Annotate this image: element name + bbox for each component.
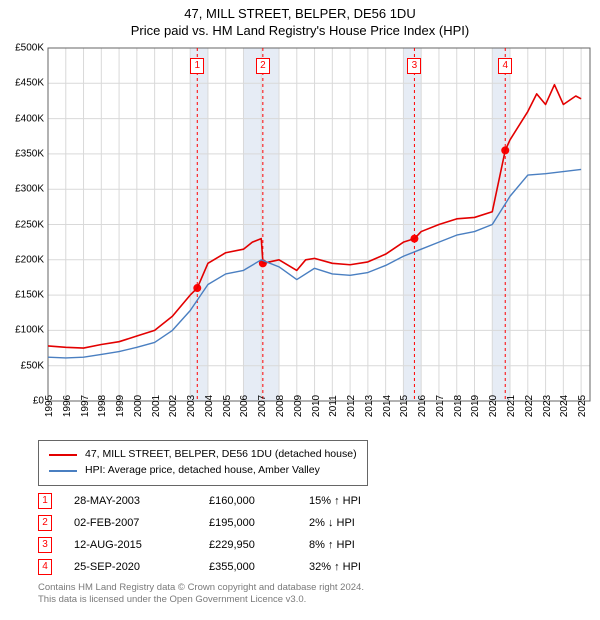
sales-table: 1 28-MAY-2003 £160,000 15% ↑ HPI 2 02-FE…: [38, 490, 439, 578]
legend-item-property: 47, MILL STREET, BELPER, DE56 1DU (detac…: [49, 447, 357, 463]
x-tick-label: 2025: [577, 395, 588, 417]
event-marker-box: 3: [407, 58, 421, 74]
sale-index: 4: [38, 559, 52, 575]
x-tick-label: 2011: [328, 395, 339, 417]
legend-label-property: 47, MILL STREET, BELPER, DE56 1DU (detac…: [85, 447, 357, 463]
sale-index: 1: [38, 493, 52, 509]
y-tick-label: £400K: [4, 113, 44, 124]
sale-pct: 8% ↑ HPI: [309, 539, 439, 551]
sale-price: £229,950: [209, 539, 309, 551]
legend: 47, MILL STREET, BELPER, DE56 1DU (detac…: [38, 440, 368, 486]
x-tick-label: 2013: [364, 395, 375, 417]
x-tick-label: 2018: [453, 395, 464, 417]
x-tick-label: 2009: [293, 395, 304, 417]
y-tick-label: £450K: [4, 78, 44, 89]
y-tick-label: £300K: [4, 184, 44, 195]
sale-price: £195,000: [209, 517, 309, 529]
chart-svg: [48, 48, 596, 403]
sale-date: 28-MAY-2003: [74, 495, 209, 507]
legend-label-hpi: HPI: Average price, detached house, Ambe…: [85, 463, 320, 479]
sale-index: 3: [38, 537, 52, 553]
footer-line-2: This data is licensed under the Open Gov…: [38, 594, 364, 606]
y-tick-label: £200K: [4, 254, 44, 265]
y-tick-label: £100K: [4, 325, 44, 336]
sale-date: 02-FEB-2007: [74, 517, 209, 529]
chart-container: 47, MILL STREET, BELPER, DE56 1DU Price …: [0, 0, 600, 620]
x-tick-label: 2012: [346, 395, 357, 417]
x-tick-label: 2016: [417, 395, 428, 417]
sale-price: £355,000: [209, 561, 309, 573]
x-tick-label: 2019: [470, 395, 481, 417]
chart-title: 47, MILL STREET, BELPER, DE56 1DU Price …: [0, 0, 600, 40]
table-row: 3 12-AUG-2015 £229,950 8% ↑ HPI: [38, 534, 439, 556]
x-tick-label: 2002: [168, 395, 179, 417]
event-marker-box: 2: [256, 58, 270, 74]
event-marker-box: 1: [190, 58, 204, 74]
x-tick-label: 2001: [151, 395, 162, 417]
x-tick-label: 1997: [80, 395, 91, 417]
x-tick-label: 1999: [115, 395, 126, 417]
x-tick-label: 2000: [133, 395, 144, 417]
y-tick-label: £50K: [4, 360, 44, 371]
event-marker-box: 4: [498, 58, 512, 74]
legend-swatch-hpi: [49, 470, 77, 472]
x-tick-label: 1996: [62, 395, 73, 417]
arrow-up-icon: ↑: [334, 495, 340, 507]
sale-pct: 32% ↑ HPI: [309, 561, 439, 573]
sale-index: 2: [38, 515, 52, 531]
x-tick-label: 1998: [97, 395, 108, 417]
x-tick-label: 2008: [275, 395, 286, 417]
chart-plot-area: [48, 48, 596, 403]
x-tick-label: 2004: [204, 395, 215, 417]
y-tick-label: £350K: [4, 148, 44, 159]
x-tick-label: 2022: [524, 395, 535, 417]
x-tick-label: 2021: [506, 395, 517, 417]
arrow-up-icon: ↑: [328, 539, 334, 551]
y-tick-label: £500K: [4, 43, 44, 54]
sale-date: 25-SEP-2020: [74, 561, 209, 573]
x-tick-label: 2017: [435, 395, 446, 417]
x-tick-label: 2007: [257, 395, 268, 417]
footer-line-1: Contains HM Land Registry data © Crown c…: [38, 582, 364, 594]
x-tick-label: 2020: [488, 395, 499, 417]
title-line-1: 47, MILL STREET, BELPER, DE56 1DU: [0, 6, 600, 23]
x-tick-label: 2010: [311, 395, 322, 417]
x-tick-label: 1995: [44, 395, 55, 417]
x-tick-label: 2014: [382, 395, 393, 417]
sale-price: £160,000: [209, 495, 309, 507]
sale-date: 12-AUG-2015: [74, 539, 209, 551]
y-tick-label: £150K: [4, 290, 44, 301]
x-tick-label: 2003: [186, 395, 197, 417]
table-row: 1 28-MAY-2003 £160,000 15% ↑ HPI: [38, 490, 439, 512]
attribution-footer: Contains HM Land Registry data © Crown c…: [38, 582, 364, 607]
x-tick-label: 2015: [399, 395, 410, 417]
x-tick-label: 2005: [222, 395, 233, 417]
sale-pct: 2% ↓ HPI: [309, 517, 439, 529]
x-tick-label: 2006: [239, 395, 250, 417]
sale-pct: 15% ↑ HPI: [309, 495, 439, 507]
x-tick-label: 2024: [559, 395, 570, 417]
table-row: 4 25-SEP-2020 £355,000 32% ↑ HPI: [38, 556, 439, 578]
arrow-up-icon: ↑: [334, 561, 340, 573]
x-tick-label: 2023: [542, 395, 553, 417]
legend-item-hpi: HPI: Average price, detached house, Ambe…: [49, 463, 357, 479]
y-tick-label: £0: [4, 396, 44, 407]
legend-swatch-property: [49, 454, 77, 456]
table-row: 2 02-FEB-2007 £195,000 2% ↓ HPI: [38, 512, 439, 534]
arrow-down-icon: ↓: [328, 517, 334, 529]
title-line-2: Price paid vs. HM Land Registry's House …: [0, 23, 600, 40]
y-tick-label: £250K: [4, 219, 44, 230]
